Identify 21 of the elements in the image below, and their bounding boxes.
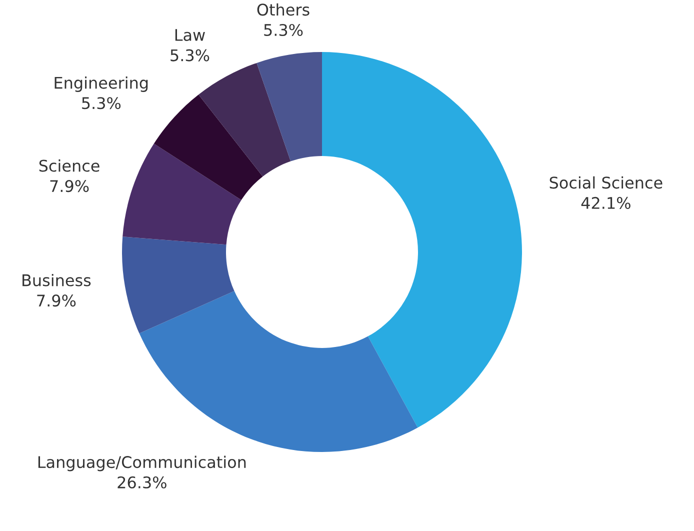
- donut-slice: [322, 52, 522, 428]
- slice-label: Science: [39, 159, 100, 172]
- donut-slice: [122, 144, 242, 245]
- data-label: 7.9%: [50, 180, 89, 192]
- donut-slice: [154, 94, 263, 200]
- data-label: 5.3%: [170, 49, 210, 62]
- donut-slice: [122, 236, 234, 334]
- data-label: 5.3%: [264, 24, 303, 36]
- donut-slice: [139, 291, 418, 452]
- slice-label: Business: [22, 274, 91, 286]
- slice-label: Law: [175, 29, 205, 42]
- donut-slice: [198, 62, 291, 176]
- slice-label: Social Science: [550, 176, 662, 189]
- slice-label: Language/Communication: [38, 456, 246, 472]
- slice-label: Others: [257, 3, 310, 16]
- data-label: 26.3%: [118, 476, 166, 488]
- donut-slice: [256, 52, 322, 162]
- data-label: 7.9%: [37, 294, 76, 307]
- data-label: 42.1%: [581, 196, 630, 210]
- slice-label: Engineering: [54, 76, 148, 92]
- data-label: 5.3%: [82, 97, 121, 110]
